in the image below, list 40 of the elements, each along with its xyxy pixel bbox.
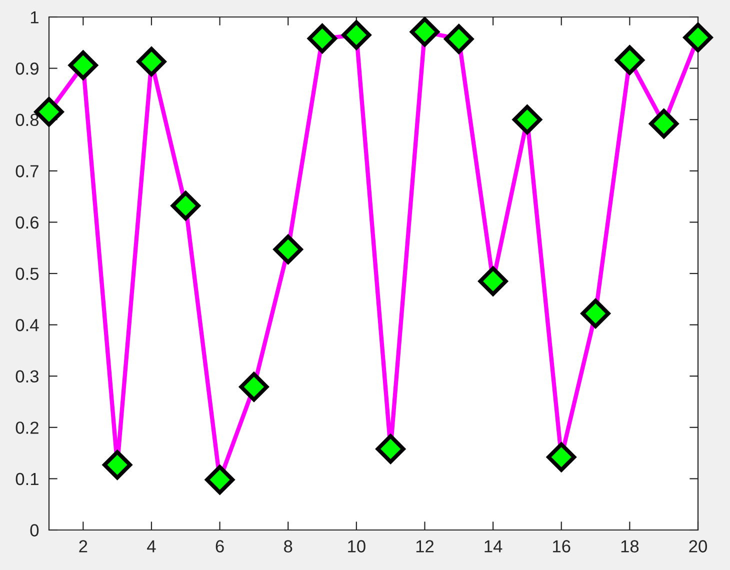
x-tick-label: 16 bbox=[553, 540, 570, 552]
y-tick-label: 0.2 bbox=[16, 422, 38, 434]
x-tick-label: 4 bbox=[147, 540, 156, 552]
point bbox=[512, 104, 542, 134]
point bbox=[273, 234, 303, 264]
y-tick-label: 0.1 bbox=[16, 472, 38, 486]
point bbox=[376, 434, 406, 464]
y-tick-label: 0 bbox=[30, 524, 39, 536]
point bbox=[136, 46, 166, 76]
x-tick-label: 18 bbox=[621, 540, 639, 552]
y-tick-label: 0.6 bbox=[16, 216, 39, 229]
point bbox=[614, 45, 644, 75]
point bbox=[102, 450, 132, 480]
point bbox=[410, 17, 440, 47]
x-tick-label: 10 bbox=[348, 540, 366, 552]
x-tick-label: 20 bbox=[689, 540, 707, 552]
x-tick-label: 6 bbox=[216, 540, 224, 552]
point bbox=[308, 24, 337, 54]
y-tick-label: 0.4 bbox=[16, 318, 39, 332]
y-tick-label: 1 bbox=[30, 11, 38, 24]
x-tick-label: 14 bbox=[484, 540, 502, 552]
point bbox=[239, 372, 269, 402]
y-tick-label: 0.7 bbox=[16, 165, 38, 178]
x-tick-label: 8 bbox=[284, 540, 292, 552]
point bbox=[205, 465, 234, 494]
point bbox=[546, 442, 576, 472]
point bbox=[580, 298, 610, 328]
y-tick-label: 0.3 bbox=[16, 370, 39, 383]
point bbox=[649, 108, 679, 138]
point bbox=[444, 24, 474, 54]
point bbox=[68, 50, 98, 80]
point bbox=[342, 20, 372, 50]
point bbox=[683, 22, 713, 52]
y-tick-label: 0.9 bbox=[16, 62, 38, 75]
point bbox=[478, 266, 508, 296]
point bbox=[170, 191, 200, 220]
x-tick-label: 12 bbox=[416, 540, 434, 552]
x-tick-label: 2 bbox=[79, 540, 88, 552]
y-tick-label: 0.5 bbox=[16, 268, 39, 280]
y-tick-label: 0.8 bbox=[16, 114, 39, 126]
